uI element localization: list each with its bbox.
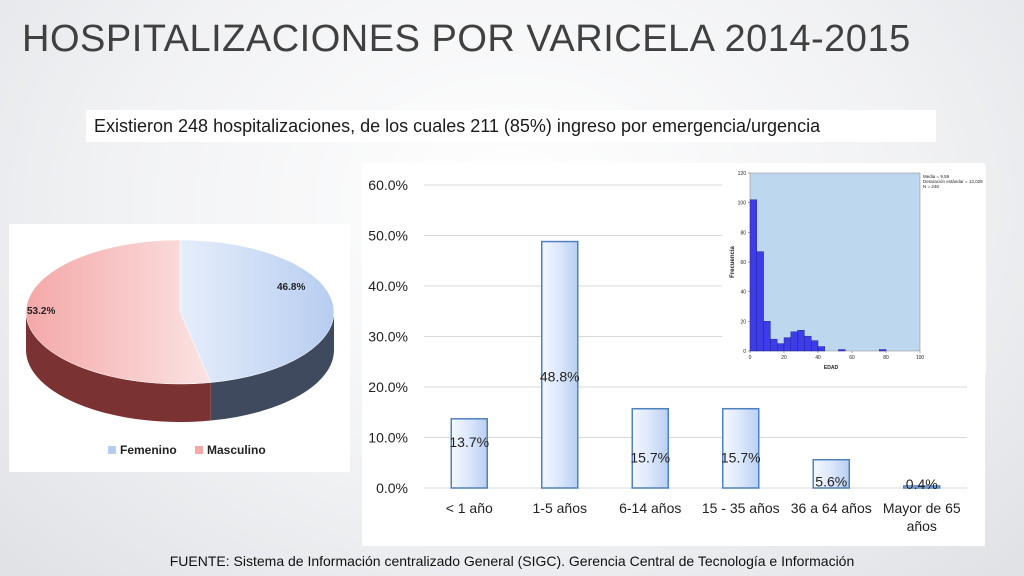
bar-data-label: 13.7%: [449, 434, 489, 450]
pie-slice-femenino: [179, 239, 335, 383]
histogram-bin: [878, 349, 887, 352]
x-tick-label: Mayor de 65: [883, 500, 961, 516]
source-footer: FUENTE: Sistema de Información centraliz…: [169, 553, 855, 569]
histogram-bin: [797, 330, 805, 352]
histogram-bin: [756, 251, 764, 352]
legend-swatch-masculino: [195, 446, 203, 454]
callout-text: Existieron 248 hospitalizaciones, de los…: [94, 116, 821, 136]
histogram-bin: [783, 337, 791, 352]
histogram-y-tick-label: 60: [740, 260, 746, 266]
slide-title: HOSPITALIZACIONES POR VARICELA 2014-2015: [22, 18, 911, 60]
histogram-bin: [777, 343, 785, 352]
histogram-bin: [749, 199, 757, 352]
histogram-y-tick-label: 100: [738, 201, 747, 207]
bar: [812, 458, 850, 489]
histogram-y-axis-label: Frecuencia: [730, 245, 736, 277]
histogram-x-tick-label: 20: [781, 355, 787, 361]
y-tick-label: 0.0%: [376, 480, 408, 496]
histogram-stat-text: Desviación estándar = 13,028: [923, 179, 983, 184]
x-tick-label: < 1 año: [446, 500, 493, 516]
bar-data-label: 5.6%: [815, 474, 847, 490]
bar: [903, 485, 941, 489]
y-tick-label: 40.0%: [368, 278, 408, 294]
pie-data-label-femenino: 46.8%: [277, 282, 305, 293]
bar-chart: 0.0% 10.0% 20.0% 30.0% 40.0% 50.0% 60.0% 13.7% <…: [368, 177, 967, 534]
legend-label-femenino: Femenino: [120, 443, 177, 457]
y-tick-label: 30.0%: [368, 329, 408, 345]
y-tick-label: 10.0%: [368, 430, 408, 446]
y-tick-label: 20.0%: [368, 379, 408, 395]
histogram-bin: [810, 340, 819, 352]
histogram-y-tick-label: 120: [738, 171, 747, 177]
pie-wall-femenino: [210, 312, 334, 421]
histogram-y-tick-label: 40: [740, 290, 746, 296]
histogram-bin: [763, 321, 771, 352]
histogram-bin: [790, 331, 798, 352]
histogram-bin: [817, 346, 825, 352]
histogram-y-tick-label: 0: [743, 349, 746, 355]
histogram-stat-text: N = 248: [923, 184, 939, 189]
pie-chart-panel: 46.8% 53.2% Femenino Masculino: [9, 224, 350, 472]
histogram-y-tick-label: 20: [740, 319, 746, 325]
x-tick-label: años: [907, 518, 937, 534]
bar-data-label: 15.7%: [721, 450, 761, 466]
histogram-plot-area: [749, 172, 921, 352]
histogram-y-tick-label: 80: [740, 230, 746, 236]
bar-data-label: 48.8%: [540, 369, 580, 385]
y-tick-label: 60.0%: [368, 177, 408, 193]
x-tick-label: 6-14 años: [619, 500, 681, 516]
pie-wall-masculino: [26, 312, 211, 422]
histogram-chart: 0 20 40 60 80 100 120 0 20 40 60 80 100 EDAD Frecuenci…: [730, 171, 983, 371]
pie-data-label-masculino: 53.2%: [27, 306, 55, 317]
legend-label-masculino: Masculino: [207, 443, 266, 457]
x-tick-label: 15 - 35 años: [702, 500, 780, 516]
bar-data-label: 15.7%: [630, 450, 670, 466]
x-tick-label: 1-5 años: [533, 500, 587, 516]
bar: [450, 418, 488, 489]
bar: [541, 240, 579, 489]
pie-chart: 46.8% 53.2% Femenino Masculino: [25, 239, 335, 457]
histogram-x-tick-label: 0: [749, 355, 752, 361]
histogram-x-tick-label: 60: [849, 355, 855, 361]
histogram-x-tick-label: 100: [916, 355, 925, 361]
legend-swatch-femenino: [108, 446, 116, 454]
histogram-panel: 0 20 40 60 80 100 120 0 20 40 60 80 100 EDAD Frecuenci…: [722, 165, 986, 373]
histogram-x-tick-label: 80: [883, 355, 889, 361]
y-tick-label: 50.0%: [368, 228, 408, 244]
histogram-bin: [770, 338, 778, 352]
histogram-stat-text: Media = 9,59: [923, 174, 950, 179]
callout-box: Existieron 248 hospitalizaciones, de los…: [86, 110, 936, 142]
histogram-x-tick-label: 40: [815, 355, 821, 361]
bar: [631, 407, 669, 489]
histogram-bin: [804, 335, 812, 352]
x-tick-label: 36 a 64 años: [791, 500, 872, 516]
histogram-x-axis-label: EDAD: [824, 365, 839, 371]
pie-slice-masculino: [25, 239, 212, 385]
histogram-bin: [838, 349, 846, 352]
bar: [722, 407, 760, 489]
bar-data-label: 0.4%: [906, 476, 938, 492]
